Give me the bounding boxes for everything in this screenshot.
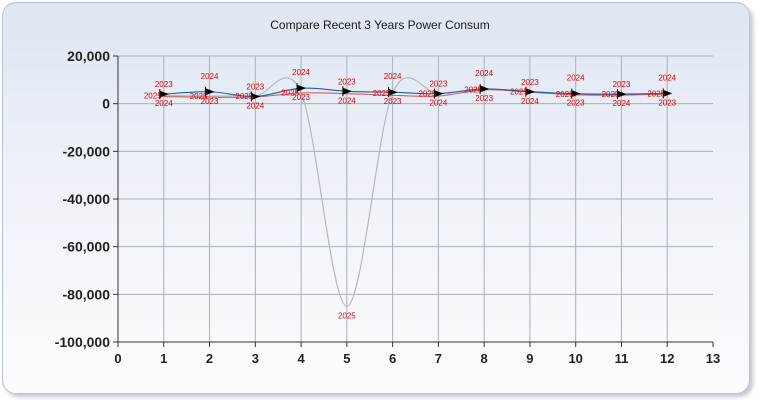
y-tick-labels: 20,000 0 -20,000 -40,000 -60,000 -80,000 -100,… [55, 48, 110, 350]
x-tick-label: 0 [114, 351, 121, 366]
point-label-2023: 2024 [567, 74, 585, 83]
point-label-2023: 2023 [429, 80, 447, 89]
point-label-2023: 2024 [658, 73, 676, 82]
y-tick-label: -100,000 [55, 334, 110, 350]
y-tick-label: 20,000 [67, 48, 110, 64]
point-label-2024: 2024 [155, 99, 173, 108]
chart-frame [2, 2, 750, 394]
x-tick-label: 7 [435, 351, 442, 366]
series-markers [159, 83, 673, 102]
point-label-2023: 2023 [338, 77, 356, 86]
point-label-2023: 2024 [201, 72, 219, 81]
point-label-2025: 2025 [510, 87, 528, 96]
point-label-2025: 2025 [602, 90, 620, 99]
x-tick-label: 9 [526, 351, 533, 366]
point-label-2023: 2023 [246, 83, 264, 92]
x-tick-label: 4 [297, 351, 305, 366]
point-label-2025: 2025 [373, 89, 391, 98]
point-label-2025: 2025 [281, 89, 299, 98]
y-tick-label: -20,000 [63, 143, 111, 159]
point-label-2024: 2023 [201, 97, 219, 106]
data-point-marker [434, 90, 444, 98]
point-label-2024: 2023 [567, 99, 585, 108]
point-label-2023: 2024 [475, 69, 493, 78]
data-point-marker [663, 89, 673, 97]
point-label-2025: 2025 [190, 92, 208, 101]
point-label-2025: 2025 [144, 91, 162, 100]
y-tick-label: -40,000 [63, 191, 111, 207]
data-point-marker [159, 90, 169, 98]
point-label-2024: 2024 [338, 96, 356, 105]
point-labels: 2023202420252024202320252023202420252024… [144, 68, 677, 320]
x-tick-label: 12 [660, 351, 674, 366]
data-point-marker [571, 90, 581, 98]
point-label-2025: 2025 [647, 90, 665, 99]
axes [113, 55, 714, 347]
x-tick-labels: 0 1 2 3 4 5 6 7 8 9 10 11 12 13 [114, 351, 720, 366]
point-label-2025: 2025 [338, 311, 356, 320]
point-label-2025: 2025 [464, 85, 482, 94]
point-label-2024: 2024 [613, 99, 631, 108]
x-tick-label: 1 [160, 351, 167, 366]
y-tick-label: 0 [102, 96, 110, 112]
x-tick-label: 10 [568, 351, 582, 366]
data-point-marker [297, 84, 307, 92]
point-label-2023: 2024 [384, 72, 402, 81]
point-label-2025: 2025 [235, 92, 253, 101]
data-point-marker [342, 87, 352, 95]
point-label-2024: 2023 [292, 93, 310, 102]
data-point-marker [388, 88, 398, 96]
x-tick-label: 3 [252, 351, 259, 366]
chart-title: Compare Recent 3 Years Power Consum [270, 18, 490, 32]
point-label-2023: 2023 [613, 80, 631, 89]
x-tick-label: 2 [206, 351, 213, 366]
point-label-2025: 2025 [418, 89, 436, 98]
point-label-2023: 2024 [292, 68, 310, 77]
data-point-marker [525, 88, 535, 96]
x-tick-label: 13 [706, 351, 720, 366]
point-label-2024: 2024 [429, 99, 447, 108]
x-tick-label: 8 [481, 351, 488, 366]
data-point-marker [617, 90, 627, 98]
x-tick-label: 6 [389, 351, 396, 366]
data-point-marker [251, 93, 261, 101]
point-label-2024: 2023 [475, 94, 493, 103]
point-label-2025: 2025 [556, 90, 574, 99]
point-label-2024: 2023 [384, 97, 402, 106]
series-line-2025 [163, 77, 668, 307]
data-point-marker [480, 85, 490, 93]
point-label-2023: 2023 [521, 78, 539, 87]
point-label-2024: 2024 [246, 102, 264, 111]
point-label-2024: 2023 [658, 98, 676, 107]
data-point-marker [205, 88, 215, 96]
y-tick-label: -60,000 [63, 239, 111, 255]
point-label-2023: 2023 [155, 80, 173, 89]
point-label-2024: 2024 [521, 97, 539, 106]
y-tick-label: -80,000 [63, 286, 111, 302]
series-lines [163, 77, 668, 307]
x-tick-label: 5 [343, 351, 350, 366]
x-tick-label: 11 [615, 351, 629, 366]
